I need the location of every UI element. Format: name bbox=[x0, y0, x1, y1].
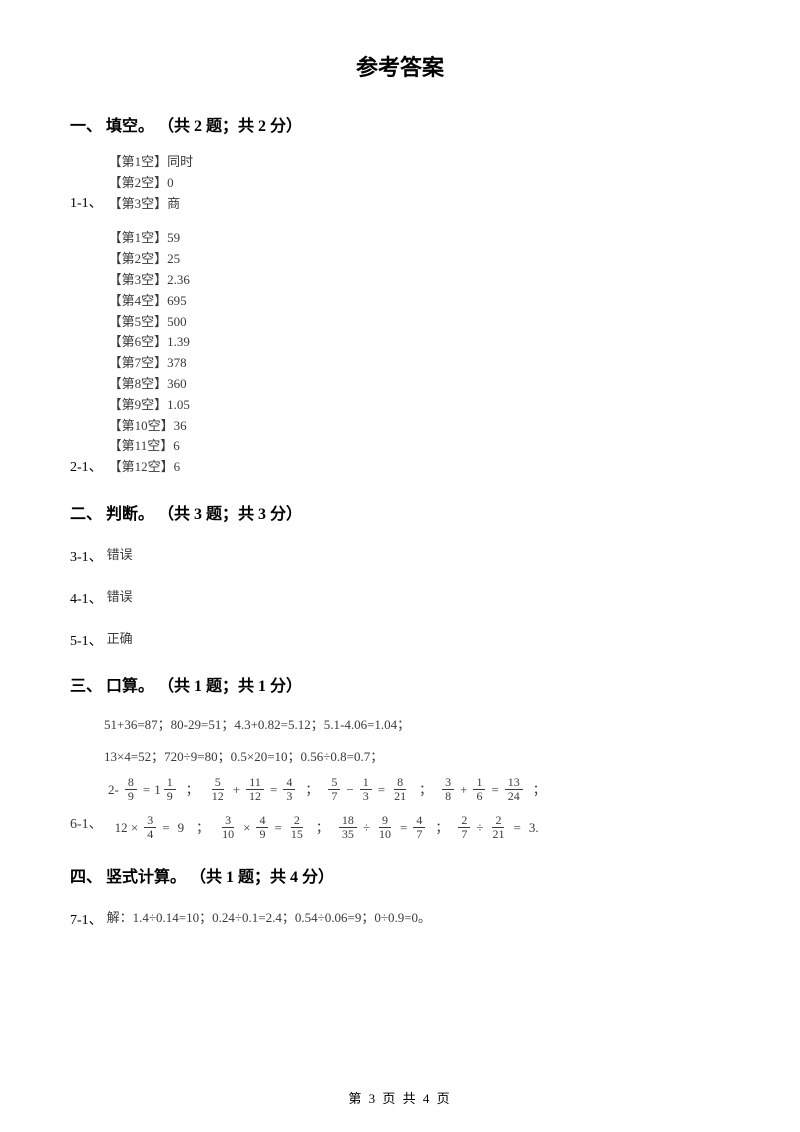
q2-b6: 【第6空】1.39 bbox=[109, 332, 190, 353]
q7-val: 解：1.4÷0.14=10；0.24÷0.1=2.4；0.54÷0.06=9；0… bbox=[107, 907, 431, 926]
q2-b8: 【第8空】360 bbox=[109, 374, 190, 395]
res-9: 9 bbox=[178, 815, 185, 841]
q5-val: 正确 bbox=[107, 628, 133, 647]
q4-num: 4-1、 bbox=[70, 588, 103, 608]
eq3: = bbox=[378, 777, 385, 803]
eq7: = bbox=[400, 815, 407, 841]
section-2-header: 二、 判断。 （共 3 题；共 3 分） bbox=[70, 500, 730, 524]
eq8: = bbox=[513, 815, 520, 841]
q2-b5: 【第5空】500 bbox=[109, 312, 190, 333]
frac-8-9: 89 bbox=[125, 776, 137, 803]
sep1: ； bbox=[186, 777, 199, 803]
frac-8-21: 821 bbox=[391, 776, 409, 803]
page-title: 参考答案 bbox=[70, 50, 730, 82]
minus1: − bbox=[346, 777, 353, 803]
q2-b10: 【第10空】36 bbox=[109, 416, 190, 437]
q6-num: 6-1、 bbox=[70, 811, 103, 841]
q6-block: 51+36=87；80-29=51；4.3+0.82=5.12；5.1-4.06… bbox=[104, 712, 730, 841]
q2-b12: 【第12空】6 bbox=[109, 457, 190, 478]
sep7: ； bbox=[435, 815, 448, 841]
q2-b4: 【第4空】695 bbox=[109, 291, 190, 312]
page-footer: 第 3 页 共 4 页 bbox=[0, 1088, 800, 1107]
frac-13-24: 1324 bbox=[505, 776, 523, 803]
q6-line1: 51+36=87；80-29=51；4.3+0.82=5.12；5.1-4.06… bbox=[104, 712, 730, 738]
div2: ÷ bbox=[476, 815, 483, 841]
q2-num: 2-1、 bbox=[70, 456, 103, 478]
q1-num: 1-1、 bbox=[70, 192, 103, 214]
frac-2-15: 215 bbox=[288, 814, 306, 841]
frac-2-21: 221 bbox=[489, 814, 507, 841]
q1-block: 1-1、 【第1空】同时 【第2空】0 【第3空】商 bbox=[104, 152, 730, 214]
q1-list: 【第1空】同时 【第2空】0 【第3空】商 bbox=[109, 152, 194, 214]
q2-list: 【第1空】59 【第2空】25 【第3空】2.36 【第4空】695 【第5空】… bbox=[109, 228, 190, 478]
q4-val: 错误 bbox=[107, 586, 133, 605]
div1: ÷ bbox=[363, 815, 370, 841]
q3-val: 错误 bbox=[107, 544, 133, 563]
section-3-header: 三、 口算。 （共 1 题；共 1 分） bbox=[70, 672, 730, 696]
sep2: ； bbox=[305, 777, 318, 803]
eq5: = bbox=[162, 815, 169, 841]
lbl-2minus: 2- bbox=[108, 777, 119, 803]
q1-b1: 【第1空】同时 bbox=[109, 152, 194, 173]
q3-row: 3-1、 错误 bbox=[70, 544, 730, 566]
frac-1-3: 13 bbox=[360, 776, 372, 803]
frac-9-10: 910 bbox=[376, 814, 394, 841]
sep6: ； bbox=[316, 815, 329, 841]
sep4: ； bbox=[533, 777, 546, 803]
plus1: + bbox=[233, 777, 240, 803]
eq4: = bbox=[491, 777, 498, 803]
q1-b2: 【第2空】0 bbox=[109, 173, 194, 194]
frac-3-10: 310 bbox=[219, 814, 237, 841]
q2-b9: 【第9空】1.05 bbox=[109, 395, 190, 416]
eq1: = bbox=[143, 777, 150, 803]
q3-num: 3-1、 bbox=[70, 546, 103, 566]
times1: × bbox=[243, 815, 250, 841]
q2-b7: 【第7空】378 bbox=[109, 353, 190, 374]
q7-num: 7-1、 bbox=[70, 909, 103, 929]
section-1-header: 一、 填空。 （共 2 题；共 2 分） bbox=[70, 112, 730, 136]
q7-row: 7-1、 解：1.4÷0.14=10；0.24÷0.1=2.4；0.54÷0.0… bbox=[70, 907, 730, 929]
q6-frac-line1: 2- 89 = 119 ； 512 + 1112 = 43 ； 57 − 13 … bbox=[104, 776, 730, 803]
sep5: ； bbox=[196, 815, 209, 841]
frac-4-3: 43 bbox=[283, 776, 295, 803]
frac-3-4: 34 bbox=[144, 814, 156, 841]
q1-b3: 【第3空】商 bbox=[109, 194, 194, 215]
q2-b1: 【第1空】59 bbox=[109, 228, 190, 249]
sep3: ； bbox=[419, 777, 432, 803]
eq2: = bbox=[270, 777, 277, 803]
frac-4-9: 49 bbox=[256, 814, 268, 841]
q2-b3: 【第3空】2.36 bbox=[109, 270, 190, 291]
frac-5-12: 512 bbox=[209, 776, 227, 803]
frac-5-7: 57 bbox=[328, 776, 340, 803]
lbl-12x: 12 × bbox=[115, 815, 139, 841]
frac-4-7: 47 bbox=[413, 814, 425, 841]
mixed-1-1-9: 119 bbox=[154, 776, 178, 803]
plus2: + bbox=[460, 777, 467, 803]
q2-b2: 【第2空】25 bbox=[109, 249, 190, 270]
q2-b11: 【第11空】6 bbox=[109, 436, 190, 457]
frac-2-7: 27 bbox=[458, 814, 470, 841]
eq6: = bbox=[274, 815, 281, 841]
res-3: 3. bbox=[529, 815, 539, 841]
frac-11-12: 1112 bbox=[246, 776, 264, 803]
frac-18-35: 1835 bbox=[339, 814, 357, 841]
section-4-header: 四、 竖式计算。 （共 1 题；共 4 分） bbox=[70, 863, 730, 887]
frac-3-8: 38 bbox=[442, 776, 454, 803]
frac-1-6: 16 bbox=[473, 776, 485, 803]
q5-num: 5-1、 bbox=[70, 630, 103, 650]
q4-row: 4-1、 错误 bbox=[70, 586, 730, 608]
q5-row: 5-1、 正确 bbox=[70, 628, 730, 650]
q6-frac-line2: 6-1、 12 × 34 = 9 ； 310 × 49 = 215 ； 1835… bbox=[104, 811, 730, 841]
q6-line2: 13×4=52；720÷9=80；0.5×20=10；0.56÷0.8=0.7； bbox=[104, 744, 730, 770]
q2-block: 2-1、 【第1空】59 【第2空】25 【第3空】2.36 【第4空】695 … bbox=[104, 228, 730, 478]
